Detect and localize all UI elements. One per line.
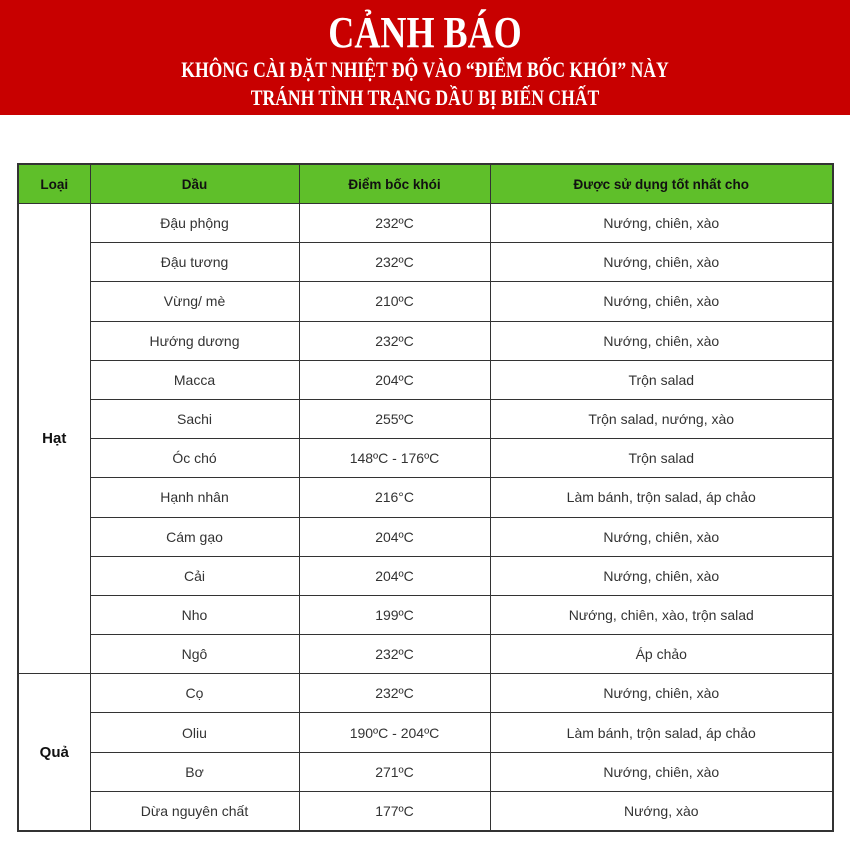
smoke-point-cell: 271ºC [298, 751, 491, 792]
table-header-row: Loại Dầu Điểm bốc khói Được sử dụng tốt … [17, 163, 834, 204]
banner-title: CẢNH BÁO [328, 8, 522, 57]
best-use-cell: Nướng, chiên, xào [489, 320, 834, 361]
smoke-point-cell: 190ºC - 204ºC [298, 712, 491, 753]
oil-name-cell: Cải [89, 555, 300, 596]
table-row: Đậu tương 232ºC Nướng, chiên, xào [18, 242, 834, 283]
header-best-use: Được sử dụng tốt nhất cho [489, 163, 834, 204]
table-row: Óc chó 148ºC - 176ºC Trộn salad [18, 438, 834, 479]
table-row: Bơ 271ºC Nướng, chiên, xào [18, 751, 834, 792]
table-row: Quả Cọ 232ºC Nướng, chiên, xào [17, 673, 834, 832]
smoke-point-cell: 232ºC [298, 634, 491, 675]
smoke-point-table: Loại Dầu Điểm bốc khói Được sử dụng tốt … [17, 163, 834, 832]
oil-name-cell: Đậu phộng [89, 202, 300, 244]
table-row: Dừa nguyên chất 177ºC Nướng, xào [18, 790, 834, 832]
oil-name-cell: Bơ [89, 751, 300, 792]
table-row: Oliu 190ºC - 204ºC Làm bánh, trộn salad, á… [18, 712, 834, 753]
best-use-cell: Nướng, chiên, xào [489, 673, 834, 714]
best-use-cell: Trộn salad, nướng, xào [489, 398, 834, 440]
oil-name-cell: Cám gạo [89, 516, 300, 557]
best-use-cell: Nướng, chiên, xào, trộn salad [489, 594, 834, 636]
table-row: Cải 204ºC Nướng, chiên, xào [18, 555, 834, 596]
header-category: Loại [17, 163, 91, 204]
best-use-cell: Nướng, chiên, xào [489, 751, 834, 792]
oil-name-cell: Óc chó [89, 438, 300, 479]
smoke-point-cell: 204ºC [298, 359, 491, 400]
table-row: Hướng dương 232ºC Nướng, chiên, xào [18, 320, 834, 361]
smoke-point-cell: 232ºC [298, 202, 491, 244]
smoke-point-cell: 232ºC [298, 320, 491, 361]
table-body: Hạt Đậu phộng 232ºC Nướng, chiên, xào Đậu tư… [17, 202, 834, 832]
table-row: Nho 199ºC Nướng, chiên, xào, trộn salad [18, 594, 834, 636]
best-use-cell: Làm bánh, trộn salad, áp chảo [489, 712, 834, 753]
oil-name-cell: Hạnh nhân [89, 477, 300, 518]
best-use-cell: Trộn salad [489, 359, 834, 400]
warning-banner: CẢNH BÁO KHÔNG CÀI ĐẶT NHIỆT ĐỘ VÀO “ĐIỂ… [0, 0, 850, 115]
header-oil: Dầu [89, 163, 300, 204]
category-cell: Quả [17, 673, 91, 832]
banner-subtitle-1: KHÔNG CÀI ĐẶT NHIỆT ĐỘ VÀO “ĐIỂM BỐC KHÓ… [181, 57, 669, 82]
oil-name-cell: Ngô [89, 634, 300, 675]
smoke-point-cell: 204ºC [298, 516, 491, 557]
smoke-point-cell: 148ºC - 176ºC [298, 438, 491, 479]
best-use-cell: Nướng, chiên, xào [489, 555, 834, 596]
best-use-cell: Nướng, chiên, xào [489, 242, 834, 283]
oil-name-cell: Dừa nguyên chất [89, 790, 300, 832]
best-use-cell: Làm bánh, trộn salad, áp chảo [489, 477, 834, 518]
best-use-cell: Áp chảo [489, 634, 834, 675]
smoke-point-cell: 232ºC [298, 242, 491, 283]
smoke-point-cell: 199ºC [298, 594, 491, 636]
table-row: Sachi 255ºC Trộn salad, nướng, xào [18, 398, 834, 440]
oil-name-cell: Sachi [89, 398, 300, 440]
banner-subtitle-2: TRÁNH TÌNH TRẠNG DẦU BỊ BIẾN CHẤT [250, 85, 600, 110]
table-row: Ngô 232ºC Áp chảo [18, 634, 834, 675]
best-use-cell: Nướng, xào [489, 790, 834, 832]
category-cell: Hạt [17, 202, 91, 675]
table-row: Macca 204ºC Trộn salad [18, 359, 834, 400]
smoke-point-cell: 204ºC [298, 555, 491, 596]
table-row: Cám gạo 204ºC Nướng, chiên, xào [18, 516, 834, 557]
oil-name-cell: Oliu [89, 712, 300, 753]
smoke-point-cell: 232ºC [298, 673, 491, 714]
best-use-cell: Trộn salad [489, 438, 834, 479]
oil-name-cell: Nho [89, 594, 300, 636]
smoke-point-cell: 255ºC [298, 398, 491, 440]
smoke-point-cell: 210ºC [298, 281, 491, 322]
oil-name-cell: Đậu tương [89, 242, 300, 283]
oil-name-cell: Macca [89, 359, 300, 400]
header-smoke-point: Điểm bốc khói [298, 163, 491, 204]
best-use-cell: Nướng, chiên, xào [489, 516, 834, 557]
table-row: Vừng/ mè 210ºC Nướng, chiên, xào [18, 281, 834, 322]
smoke-point-cell: 216°C [298, 477, 491, 518]
table-row: Hạnh nhân 216°C Làm bánh, trộn salad, áp c… [18, 477, 834, 518]
oil-name-cell: Vừng/ mè [89, 281, 300, 322]
smoke-point-cell: 177ºC [298, 790, 491, 832]
best-use-cell: Nướng, chiên, xào [489, 202, 834, 244]
table-row: Hạt Đậu phộng 232ºC Nướng, chiên, xào [17, 202, 834, 675]
oil-name-cell: Hướng dương [89, 320, 300, 361]
oil-name-cell: Cọ [89, 673, 300, 714]
best-use-cell: Nướng, chiên, xào [489, 281, 834, 322]
